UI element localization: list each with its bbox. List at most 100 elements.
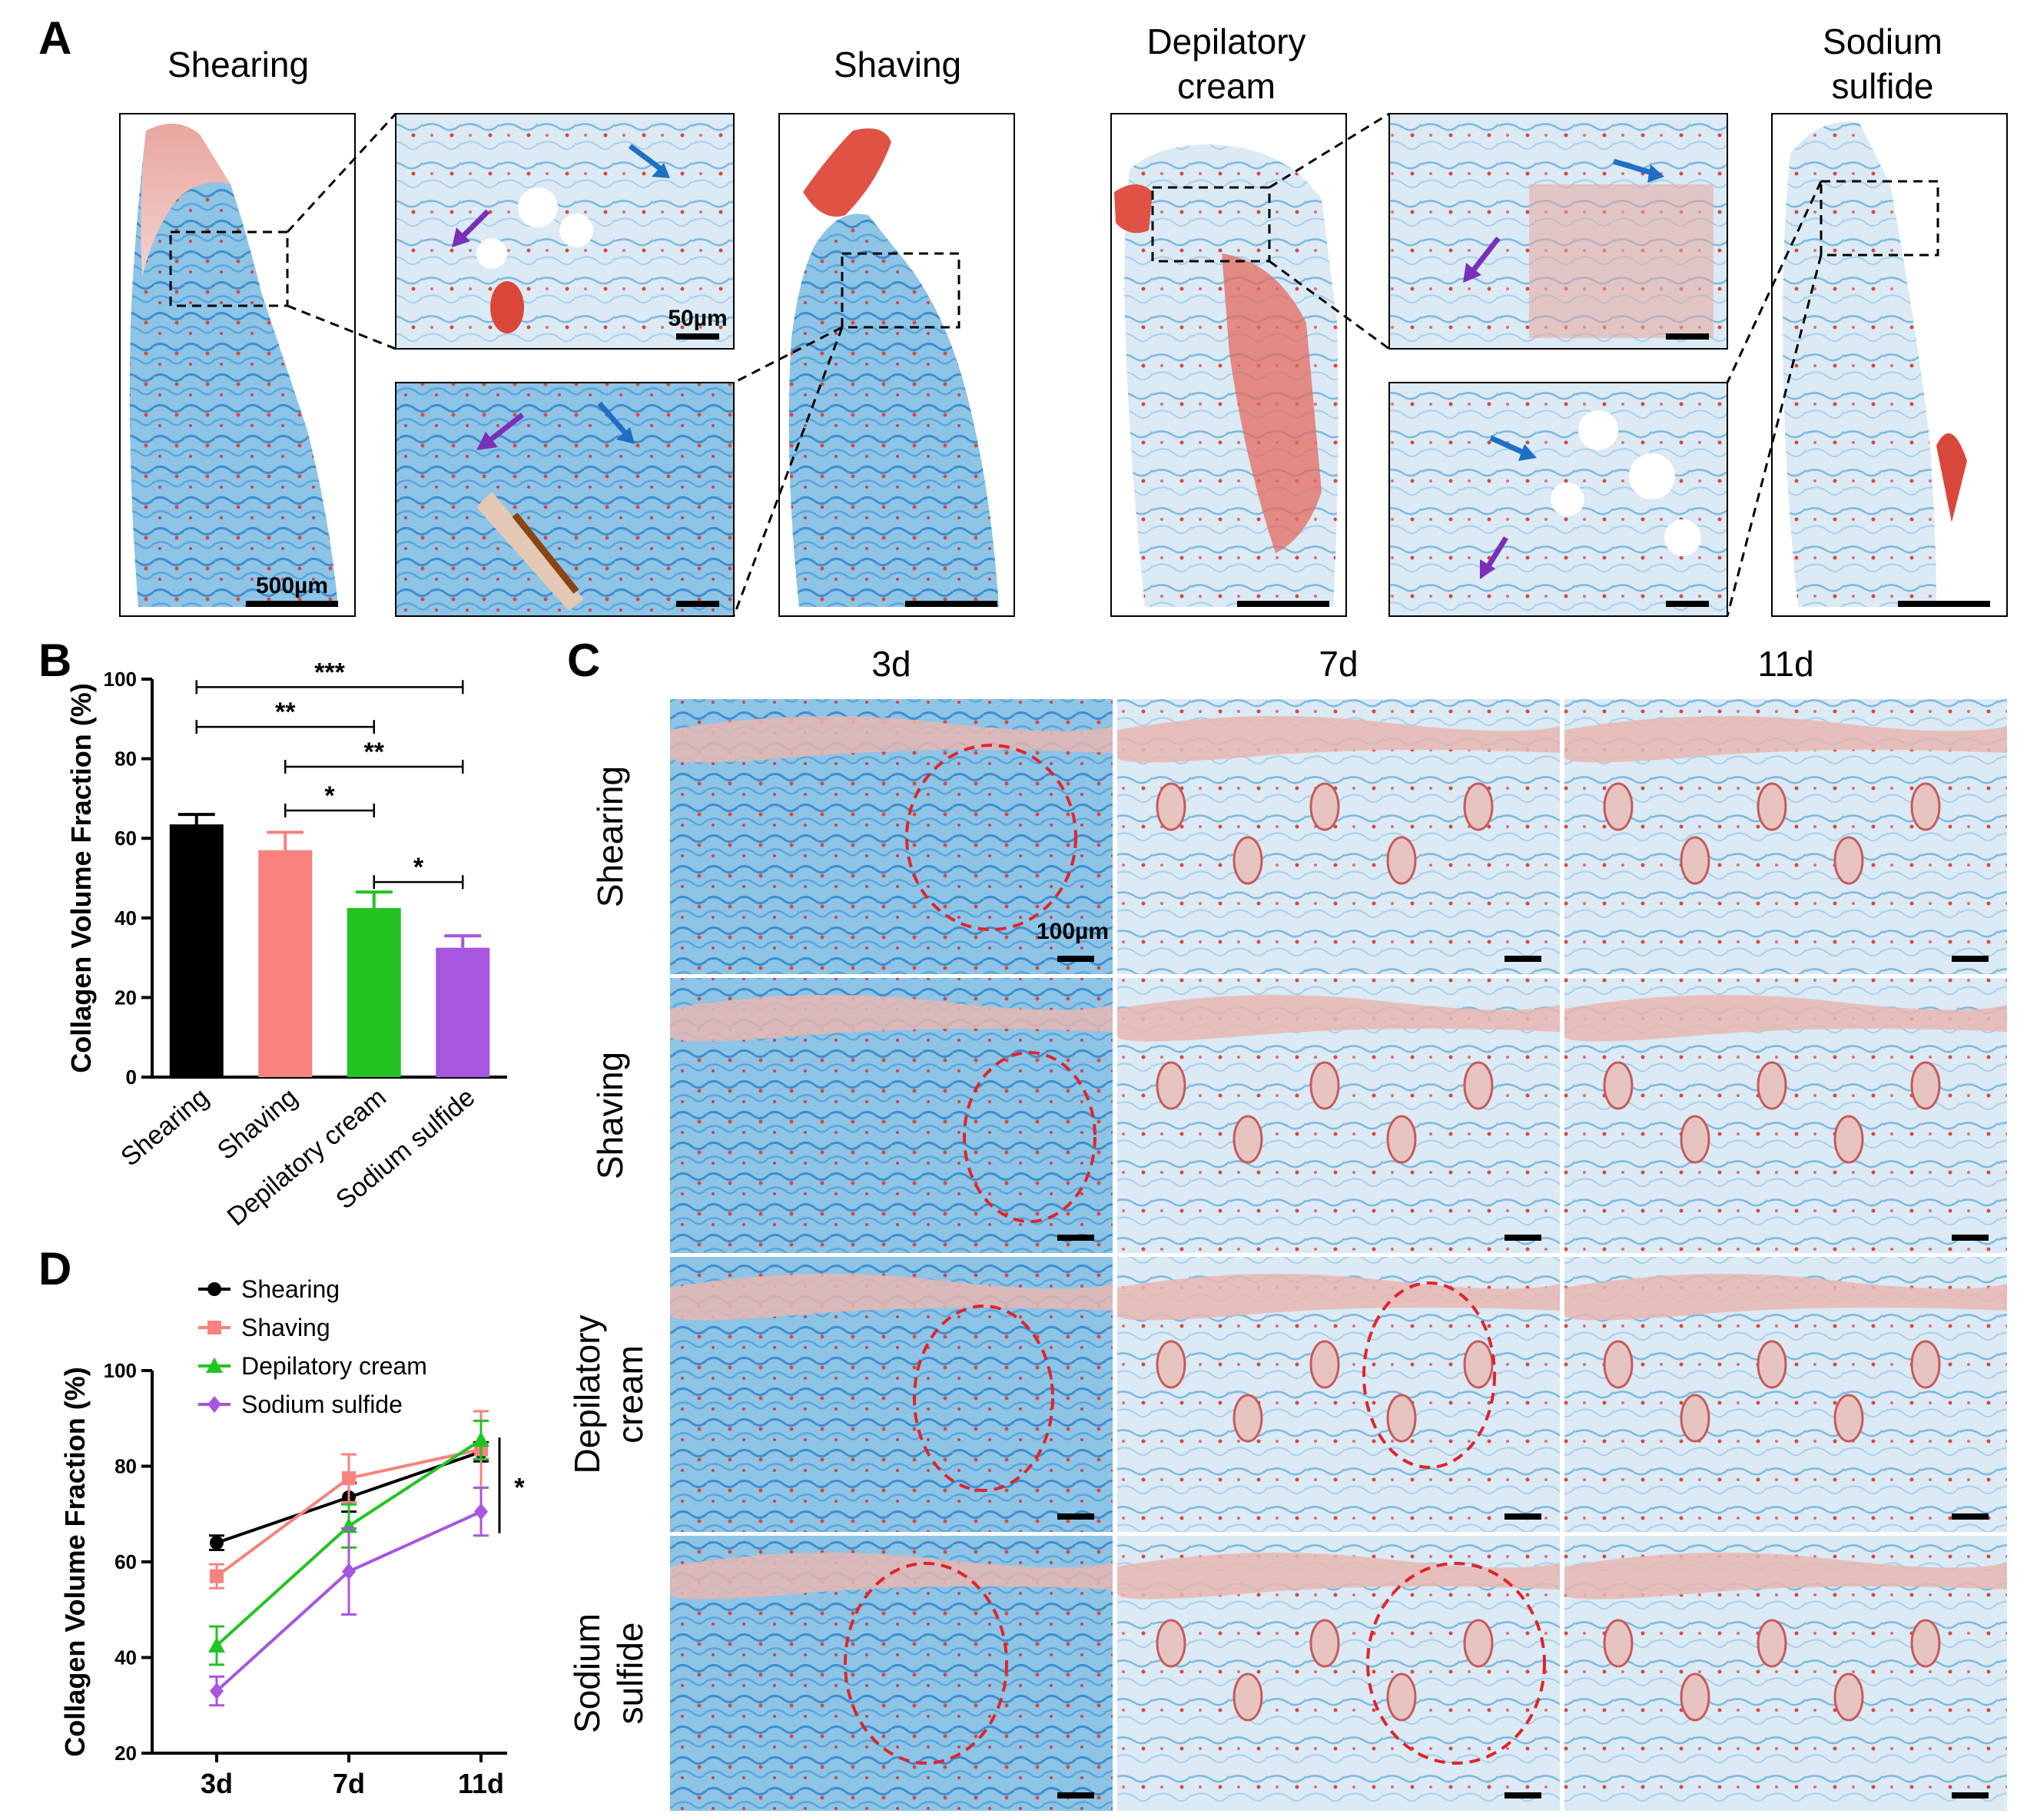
hair-follicle [1910, 1340, 1941, 1389]
wound-outline [1362, 1281, 1496, 1469]
panel-a: A Shearing Shaving Depilatory cream Sodiu… [38, 12, 2008, 617]
legend-label: Sodium sulfide [241, 1391, 403, 1418]
micrograph-cell [670, 1257, 1113, 1532]
hair-follicle [1603, 1619, 1634, 1668]
hair-follicle [1463, 1061, 1494, 1110]
panel-a-letter: A [38, 12, 71, 64]
y-tick-label: 0 [126, 1066, 137, 1089]
hair-follicle [1910, 1619, 1941, 1668]
y-tick-label: 40 [114, 907, 137, 930]
data-point [207, 1321, 221, 1334]
scale-bar [1057, 1513, 1094, 1520]
data-point [342, 1471, 356, 1486]
hair-follicle [1463, 782, 1494, 831]
micrograph-cell [670, 1536, 1113, 1811]
hair-follicle [1603, 782, 1634, 831]
significance-label: *** [314, 658, 345, 687]
micrograph-sodium-zoom-bottom [1388, 382, 1728, 617]
x-tick-label: 11d [458, 1768, 504, 1799]
scale-bar [1057, 1792, 1094, 1798]
hair-follicle [1386, 1394, 1417, 1443]
x-tick-label: 7d [333, 1768, 365, 1799]
micrograph-cell [1117, 1536, 1560, 1811]
hair-follicle [1309, 1340, 1340, 1389]
data-point [474, 1503, 488, 1520]
hair-follicle [1680, 1115, 1710, 1164]
bar-chart: 0 20 40 60 80 100 Collagen Volume Fraction (%)… [65, 658, 507, 1232]
data-point [342, 1563, 356, 1580]
hair-follicle [1833, 836, 1864, 885]
panel-d: D 20 40 60 80 100 3d 7d 11d Collagen Volume Frac… [38, 1243, 525, 1799]
micrograph-shearing-zoom-top: 50µm [395, 113, 735, 350]
micrograph-shaving-overview [778, 113, 1015, 617]
y-tick-label: 60 [114, 827, 137, 850]
micrograph-cell [670, 978, 1113, 1253]
hair-follicle [1833, 1115, 1864, 1164]
header-sodium-sulfide: Sodium sulfide [1823, 22, 1942, 106]
line-chart: 20 40 60 80 100 3d 7d 11d Collagen Volume Fracti… [59, 1275, 525, 1799]
wound-outline [963, 1051, 1096, 1223]
micrograph-grid: 3d 7d 11d Shearing Shaving Depilatorycream Sod… [567, 644, 2007, 1811]
hair-follicle [1833, 1394, 1864, 1443]
scale-bar [1057, 956, 1094, 962]
micrograph-depilatory-overview [1110, 113, 1347, 617]
y-axis-title: Collagen Volume Fraction (%) [59, 1367, 91, 1756]
hair-follicle [1156, 1340, 1186, 1389]
hair-follicle [1463, 1619, 1494, 1668]
scale-label-50um: 50µm [668, 306, 727, 331]
hair-follicle [1309, 1619, 1340, 1668]
significance-label: ** [275, 698, 296, 727]
header-depilatory-cream: Depilatory cream [1146, 22, 1305, 106]
hair-follicle [1386, 1672, 1417, 1722]
hair-follicle [1757, 1340, 1787, 1389]
significance-label: * [514, 1473, 525, 1502]
header-shearing: Shearing [168, 45, 309, 85]
hair-follicle [1156, 1619, 1186, 1668]
legend-label: Shaving [241, 1314, 330, 1341]
y-tick-label: 100 [104, 668, 137, 691]
y-tick-label: 20 [114, 1742, 137, 1765]
epidermis [670, 716, 1113, 763]
micrograph-cell [1117, 699, 1560, 974]
scale-bar [1952, 1792, 1989, 1798]
epidermis [1564, 995, 2007, 1042]
hair-follicle [1910, 782, 1941, 831]
panel-b-letter: B [38, 635, 71, 686]
epidermis [1117, 995, 1560, 1042]
micrograph-cell [1564, 699, 2007, 974]
significance-label: * [413, 853, 424, 882]
micrograph-cell [670, 699, 1113, 974]
wound-outline [844, 1562, 1008, 1765]
bar [169, 824, 224, 1077]
column-header: 11d [1757, 644, 1813, 684]
epidermis [670, 1274, 1113, 1321]
y-tick-label: 80 [114, 1455, 137, 1478]
column-header: 7d [1319, 644, 1358, 684]
zoom-connectors [286, 112, 1823, 617]
epidermis [1564, 1553, 2007, 1600]
hair-follicle [1156, 782, 1186, 831]
significance-label: ** [364, 738, 385, 767]
micrograph-shaving-zoom-bottom [395, 382, 735, 617]
panel-b: B 0 20 40 60 80 100 Collagen Volume Fraction (… [38, 635, 507, 1232]
scale-bar [1057, 1235, 1094, 1241]
hair-follicle [1757, 1061, 1787, 1110]
micrograph-cell [1117, 1257, 1560, 1532]
hair-follicle [1156, 1061, 1186, 1110]
data-point [207, 1282, 221, 1296]
hair-follicle [1463, 1340, 1494, 1389]
bar [347, 907, 401, 1077]
hair-follicle [1833, 1672, 1864, 1722]
hair-follicle [1757, 782, 1787, 831]
wound-outline [913, 1304, 1054, 1492]
hair-follicle [1757, 1619, 1787, 1668]
category-label: Shearing [115, 1082, 214, 1172]
hair-follicle [1232, 1672, 1263, 1722]
y-tick-label: 20 [114, 986, 137, 1009]
row-header: Shearing [590, 766, 630, 907]
row-header: Depilatorycream [567, 1314, 650, 1474]
bar [258, 850, 313, 1077]
hair-follicle [1232, 1115, 1263, 1164]
wound-outline [1366, 1562, 1546, 1765]
